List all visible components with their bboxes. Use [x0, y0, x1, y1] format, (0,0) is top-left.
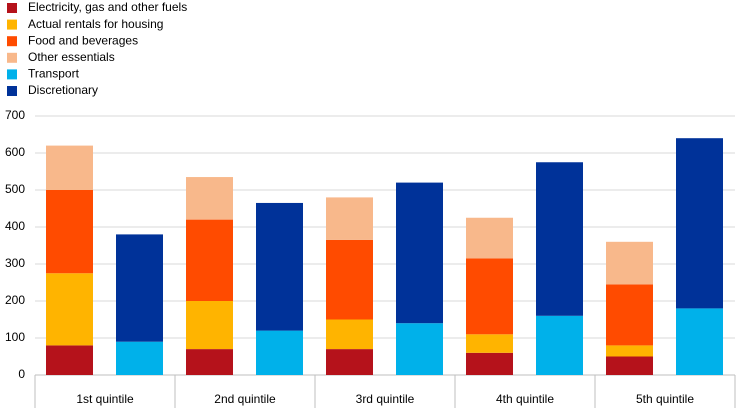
y-tick-label: 700: [5, 108, 25, 122]
x-tick-label: 1st quintile: [76, 392, 134, 406]
bar-segment: [396, 182, 443, 324]
bar-segment: [676, 308, 723, 375]
y-tick-label: 0: [18, 367, 25, 381]
legend-swatch: [7, 3, 17, 13]
bar-segment: [46, 273, 93, 346]
bar-segment: [676, 138, 723, 309]
bar-segment: [46, 190, 93, 274]
bar-segment: [326, 349, 373, 375]
bar-segment: [606, 241, 653, 285]
bar-segment: [466, 352, 513, 375]
bar-segment: [186, 177, 233, 220]
bar-segment: [606, 345, 653, 357]
bar-segment: [186, 349, 233, 375]
legend-label: Food and beverages: [28, 33, 138, 47]
bar-segment: [326, 319, 373, 350]
bar-segment: [186, 219, 233, 301]
bar-segment: [466, 217, 513, 259]
legend-label: Actual rentals for housing: [28, 17, 163, 31]
legend-swatch: [7, 86, 17, 96]
legend-swatch: [7, 36, 17, 47]
legend-label: Other essentials: [28, 50, 115, 64]
bar-segment: [46, 345, 93, 375]
y-tick-label: 200: [5, 293, 25, 307]
legend-label: Transport: [28, 67, 80, 81]
y-tick-label: 600: [5, 145, 25, 159]
legend-swatch: [7, 69, 17, 80]
x-tick-label: 3rd quintile: [356, 392, 415, 406]
bar-segment: [606, 356, 653, 375]
bar-segment: [396, 323, 443, 375]
y-tick-label: 300: [5, 256, 25, 270]
legend-swatch: [7, 19, 17, 30]
bar-segment: [256, 202, 303, 331]
legend-label: Electricity, gas and other fuels: [28, 0, 187, 14]
bar-segment: [256, 330, 303, 375]
bar-segment: [116, 341, 163, 375]
bar-segment: [466, 334, 513, 353]
legend-swatch: [7, 52, 17, 63]
y-tick-label: 500: [5, 182, 25, 196]
y-tick-label: 100: [5, 330, 25, 344]
bar-segment: [536, 162, 583, 316]
x-tick-label: 5th quintile: [636, 392, 694, 406]
bar-segment: [116, 234, 163, 342]
legend-label: Discretionary: [28, 83, 98, 97]
bar-segment: [326, 197, 373, 240]
bar-segment: [46, 145, 93, 190]
x-tick-label: 4th quintile: [496, 392, 554, 406]
x-tick-label: 2nd quintile: [214, 392, 276, 406]
bar-segment: [326, 239, 373, 320]
bar-segment: [606, 284, 653, 346]
y-tick-label: 400: [5, 219, 25, 233]
bar-segment: [536, 315, 583, 375]
bar-segment: [466, 258, 513, 335]
bar-segment: [186, 301, 233, 350]
